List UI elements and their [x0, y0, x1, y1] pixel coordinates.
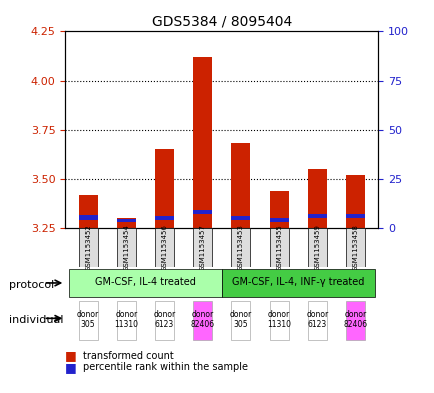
Text: donor
305: donor 305 [229, 310, 251, 329]
Bar [345, 175, 364, 228]
FancyBboxPatch shape [231, 228, 250, 267]
FancyBboxPatch shape [345, 228, 364, 267]
Bar [307, 169, 326, 228]
Text: ■: ■ [65, 361, 77, 374]
Text: GSM1153453: GSM1153453 [237, 224, 243, 271]
Bar [193, 210, 212, 214]
Bar [307, 214, 326, 218]
FancyBboxPatch shape [307, 228, 326, 267]
Bar [345, 214, 364, 218]
Text: percentile rank within the sample: percentile rank within the sample [82, 362, 247, 373]
Text: GM-CSF, IL-4, INF-γ treated: GM-CSF, IL-4, INF-γ treated [231, 277, 364, 287]
Bar [155, 149, 174, 228]
Title: GDS5384 / 8095404: GDS5384 / 8095404 [151, 15, 291, 29]
FancyBboxPatch shape [269, 301, 288, 340]
Bar [79, 215, 98, 220]
Text: transformed count: transformed count [82, 351, 173, 361]
Bar [269, 218, 288, 222]
Text: donor
82406: donor 82406 [190, 310, 214, 329]
Text: donor
305: donor 305 [77, 310, 99, 329]
FancyBboxPatch shape [69, 269, 221, 297]
Text: GSM1153459: GSM1153459 [314, 224, 319, 271]
FancyBboxPatch shape [307, 301, 326, 340]
Bar [155, 216, 174, 220]
Text: donor
82406: donor 82406 [343, 310, 367, 329]
FancyBboxPatch shape [155, 301, 174, 340]
Text: GSM1153457: GSM1153457 [199, 224, 205, 271]
Text: donor
11310: donor 11310 [266, 310, 290, 329]
Text: donor
6123: donor 6123 [306, 310, 328, 329]
Text: GSM1153455: GSM1153455 [276, 224, 282, 271]
Text: GSM1153454: GSM1153454 [123, 224, 129, 271]
FancyBboxPatch shape [79, 228, 98, 267]
Text: individual: individual [9, 315, 63, 325]
Text: donor
11310: donor 11310 [114, 310, 138, 329]
Bar [193, 57, 212, 228]
Bar [231, 143, 250, 228]
Bar [117, 218, 135, 228]
Text: GM-CSF, IL-4 treated: GM-CSF, IL-4 treated [95, 277, 195, 287]
Text: GSM1153458: GSM1153458 [352, 224, 358, 271]
Bar [79, 195, 98, 228]
Bar [117, 219, 135, 222]
FancyBboxPatch shape [117, 228, 135, 267]
FancyBboxPatch shape [79, 301, 98, 340]
Text: GSM1153456: GSM1153456 [161, 224, 167, 271]
FancyBboxPatch shape [269, 228, 288, 267]
FancyBboxPatch shape [155, 228, 174, 267]
FancyBboxPatch shape [345, 301, 364, 340]
Text: protocol: protocol [9, 280, 54, 290]
FancyBboxPatch shape [231, 301, 250, 340]
Bar [231, 216, 250, 220]
Bar [269, 191, 288, 228]
Text: donor
6123: donor 6123 [153, 310, 175, 329]
FancyBboxPatch shape [221, 269, 374, 297]
Text: ■: ■ [65, 349, 77, 362]
FancyBboxPatch shape [193, 301, 212, 340]
FancyBboxPatch shape [117, 301, 135, 340]
Text: GSM1153452: GSM1153452 [85, 224, 91, 271]
FancyBboxPatch shape [193, 228, 212, 267]
